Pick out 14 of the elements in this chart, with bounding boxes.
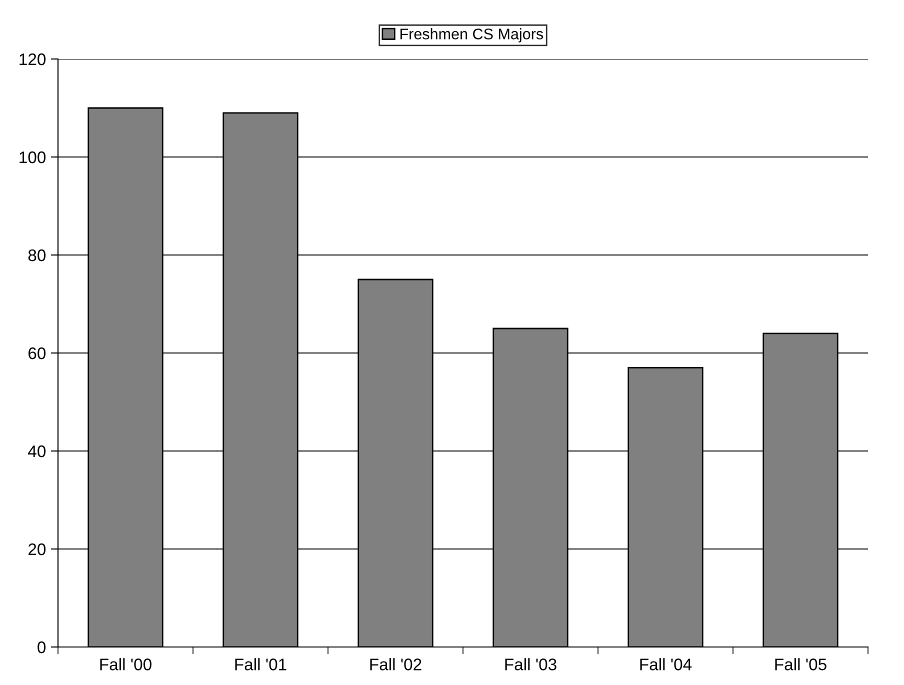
y-tick-label: 40: [28, 445, 46, 458]
x-tick-label: Fall '00: [100, 658, 152, 670]
x-tick-label: Fall '05: [775, 658, 826, 670]
x-tick-label: Fall '03: [505, 658, 556, 670]
x-tick-label: Fall '04: [640, 658, 692, 670]
y-tick-label: 20: [28, 543, 46, 556]
y-tick-label: 0: [38, 641, 46, 654]
x-tick-label: Fall '02: [370, 658, 422, 670]
y-tick-label: 80: [28, 249, 46, 262]
x-tick-label: Fall '01: [235, 658, 286, 670]
y-tick-label: 120: [20, 53, 46, 66]
y-tick-label: 60: [28, 347, 46, 360]
legend-label: Freshmen CS Majors: [400, 28, 544, 42]
y-tick-label: 100: [20, 151, 46, 164]
